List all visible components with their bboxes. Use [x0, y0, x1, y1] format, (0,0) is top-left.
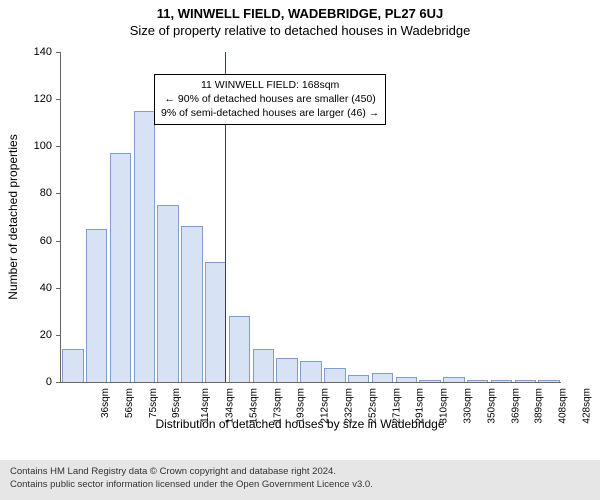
histogram-bar	[467, 380, 488, 382]
histogram-bar	[443, 377, 464, 382]
annotation-line: 11 WINWELL FIELD: 168sqm	[161, 78, 379, 92]
chart-subtitle: Size of property relative to detached ho…	[0, 21, 600, 42]
footer-line-1: Contains HM Land Registry data © Crown c…	[10, 466, 590, 479]
histogram-bar	[181, 226, 202, 382]
plot-area: 11 WINWELL FIELD: 168sqm← 90% of detache…	[60, 52, 561, 383]
y-tick-label: 100	[0, 140, 52, 152]
y-tick-label: 120	[0, 93, 52, 105]
histogram-bar	[538, 380, 559, 382]
histogram-bar	[276, 358, 297, 382]
histogram-bar	[62, 349, 83, 382]
histogram-bar	[515, 380, 536, 382]
x-tick-label: 95sqm	[171, 388, 182, 418]
histogram-bar	[110, 153, 131, 382]
histogram-bar	[396, 377, 417, 382]
y-tick-label: 60	[0, 235, 52, 247]
histogram-bar	[205, 262, 226, 382]
histogram-bar	[491, 380, 512, 382]
histogram-bar	[419, 380, 440, 382]
histogram-bar	[157, 205, 178, 382]
annotation-box: 11 WINWELL FIELD: 168sqm← 90% of detache…	[154, 74, 386, 125]
x-tick-label: 56sqm	[124, 388, 135, 418]
address-title: 11, WINWELL FIELD, WADEBRIDGE, PL27 6UJ	[0, 0, 600, 21]
annotation-line: ← 90% of detached houses are smaller (45…	[161, 92, 379, 106]
histogram-bar	[134, 111, 155, 382]
histogram-bar	[300, 361, 321, 382]
histogram-bar	[253, 349, 274, 382]
y-axis-label: Number of detached properties	[6, 134, 20, 299]
y-tick-label: 140	[0, 46, 52, 58]
y-tick-label: 0	[0, 376, 52, 388]
y-tick-label: 40	[0, 282, 52, 294]
histogram-bar	[324, 368, 345, 382]
attribution-footer: Contains HM Land Registry data © Crown c…	[0, 460, 600, 500]
histogram-bar	[229, 316, 250, 382]
histogram-bar	[348, 375, 369, 382]
x-tick-label: 36sqm	[100, 388, 111, 418]
x-axis-label: Distribution of detached houses by size …	[0, 417, 600, 431]
x-tick-label: 75sqm	[148, 388, 159, 418]
y-tick-label: 80	[0, 187, 52, 199]
chart-container: Number of detached properties 0 20 40 60 80 1…	[0, 42, 600, 437]
histogram-bar	[372, 373, 393, 382]
histogram-bar	[86, 229, 107, 382]
y-tick-label: 20	[0, 329, 52, 341]
footer-line-2: Contains public sector information licen…	[10, 479, 590, 492]
annotation-line: 9% of semi-detached houses are larger (4…	[161, 106, 379, 120]
